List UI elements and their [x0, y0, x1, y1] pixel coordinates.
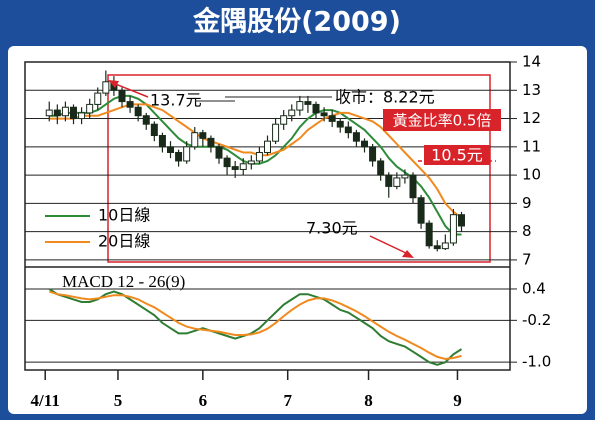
y-tick-label: 9: [522, 194, 532, 212]
candle-body: [352, 132, 360, 142]
x-tick-label: 9: [453, 391, 462, 410]
annotation: 黃金比率0.5倍: [393, 112, 492, 130]
candle-body: [409, 174, 417, 199]
candle-body: [94, 92, 102, 105]
y-tick-label: 13: [522, 81, 541, 99]
candle-body: [191, 132, 199, 148]
highlight-frame: [107, 74, 491, 263]
candle-body: [264, 140, 271, 153]
annotation: 7.30元: [306, 219, 358, 238]
candle-body: [377, 160, 385, 176]
candle-body: [433, 245, 441, 250]
arrow: [112, 82, 149, 98]
y-tick-label: 7: [522, 250, 532, 268]
candle-body: [247, 160, 255, 165]
candle-body: [344, 126, 352, 134]
series-line: [48, 288, 463, 366]
candle-body: [223, 157, 231, 168]
series-line: [48, 290, 462, 361]
x-tick-label: 7: [283, 391, 292, 410]
y-tick-label: 12: [522, 109, 541, 127]
candle-body: [118, 89, 126, 103]
panel: [8, 46, 587, 414]
series-line: [49, 103, 463, 219]
candle-body: [175, 151, 183, 162]
chart-title: 金隅股份(2009): [192, 6, 401, 38]
candle-body: [385, 174, 393, 187]
annotation-box: [383, 109, 501, 131]
y-tick-label: 14: [522, 53, 541, 71]
series-line: [49, 94, 462, 236]
candle-body: [272, 123, 280, 142]
x-tick-label: 5: [114, 391, 123, 410]
candle-body: [215, 146, 223, 159]
y-tick-label: -0.2: [522, 311, 551, 329]
candle-body: [142, 115, 150, 125]
candle-body: [70, 106, 77, 120]
annotation: 13.7元: [150, 91, 202, 110]
candle-body: [336, 120, 344, 128]
legend-label: 20日線: [98, 232, 150, 251]
arrow: [369, 235, 409, 255]
level-label: 10.5元: [431, 146, 483, 165]
candle-body: [449, 214, 457, 244]
candle-body: [255, 151, 263, 162]
candle-body: [207, 137, 215, 148]
candle-body: [393, 177, 401, 187]
y-tick-label: 11: [522, 137, 541, 155]
candle-body: [134, 106, 142, 117]
candle-body: [61, 106, 69, 117]
candle-body: [167, 146, 174, 153]
candle-body: [288, 109, 296, 117]
x-tick-label: 6: [199, 391, 208, 410]
candle-body: [102, 81, 110, 94]
candle-body: [425, 222, 433, 247]
candle-body: [361, 140, 368, 148]
candle-body: [441, 242, 449, 250]
candle-body: [183, 146, 191, 162]
candle-body: [53, 109, 61, 117]
y-tick-label: 10: [522, 166, 541, 184]
candle-body: [231, 166, 239, 170]
candle-body: [328, 115, 336, 122]
candle-body: [417, 197, 425, 224]
y-tick-label: 0.4: [522, 279, 546, 297]
candle-body: [304, 101, 312, 105]
arrow-head: [108, 80, 119, 88]
macd-title: MACD 12 - 26(9): [62, 272, 185, 291]
candle-body: [280, 115, 288, 125]
level-label-box: [424, 145, 490, 165]
candle-body: [369, 146, 377, 162]
x-tick-label: 4/11: [31, 391, 60, 410]
candle-body: [150, 123, 158, 137]
candle-body: [458, 214, 465, 227]
y-tick-label: 8: [522, 222, 532, 240]
candle-body: [86, 103, 94, 114]
candle-body: [239, 163, 247, 170]
candle-body: [401, 174, 409, 179]
legend-label: 10日線: [98, 206, 150, 225]
candle-body: [312, 103, 320, 114]
candle-body: [78, 112, 86, 120]
candle-body: [126, 101, 134, 108]
candle-body: [296, 101, 304, 111]
annotation: 收市：8.22元: [335, 88, 435, 107]
candle-body: [158, 135, 166, 148]
y-tick-label: -1.0: [522, 353, 551, 371]
x-tick-label: 8: [364, 391, 373, 410]
arrow-head: [402, 250, 414, 258]
candle-body: [45, 109, 53, 117]
candle-body: [320, 112, 328, 117]
candle-body: [199, 132, 207, 139]
